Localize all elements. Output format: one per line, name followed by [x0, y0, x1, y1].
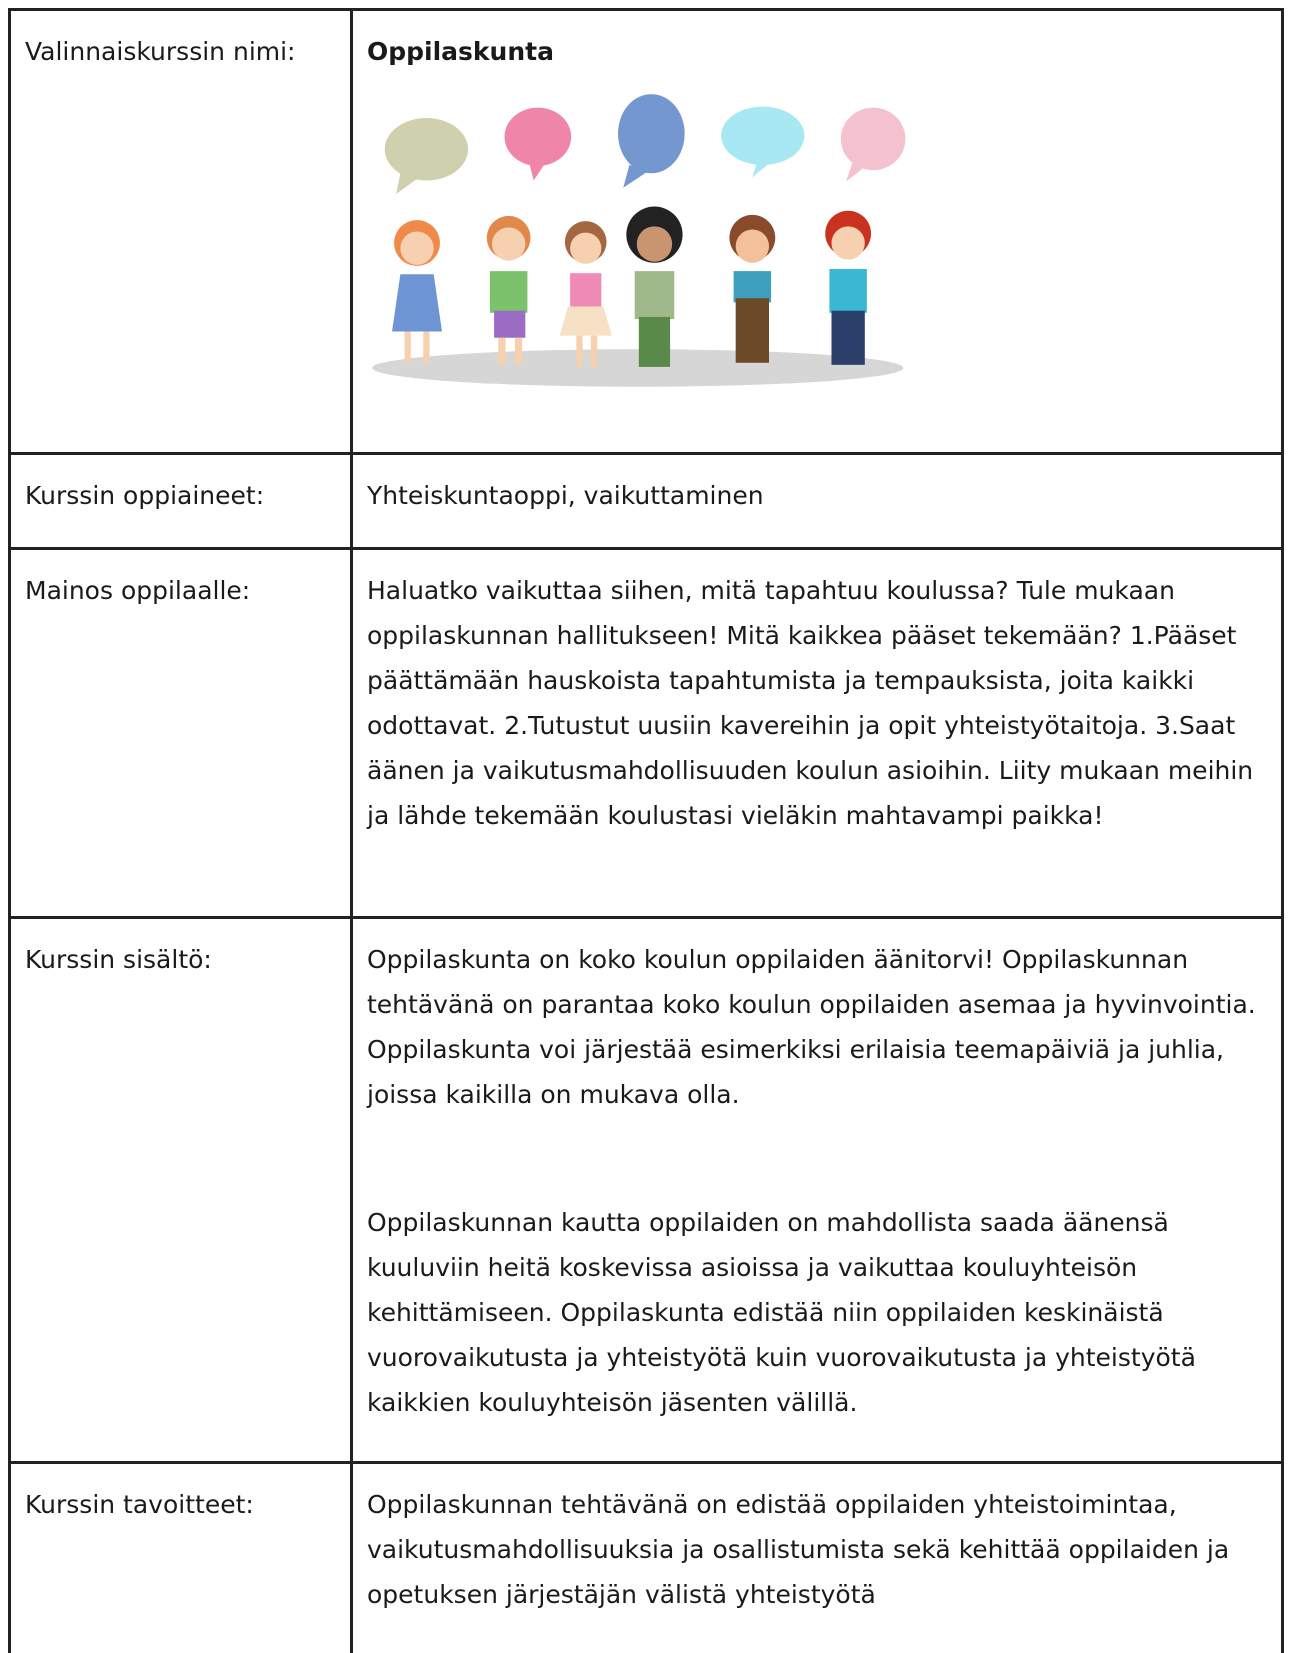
row: Mainos oppilaalle: Haluatko vaikuttaa si…	[8, 547, 1284, 919]
kid	[486, 215, 531, 365]
content-cell: Oppilaskunta	[350, 8, 1284, 455]
label-cell: Valinnaiskurssin nimi:	[8, 8, 353, 455]
row: Kurssin sisältö: Oppilaskunta on koko ko…	[8, 916, 1284, 1464]
label-cell: Kurssin oppiaineet:	[8, 452, 353, 550]
row: Kurssin tavoitteet: Oppilaskunnan tehtäv…	[8, 1461, 1284, 1653]
content-cell: Haluatko vaikuttaa siihen, mitä tapahtuu…	[350, 547, 1284, 919]
row: Kurssin oppiaineet: Yhteiskuntaoppi, vai…	[8, 452, 1284, 550]
content-cell: Yhteiskuntaoppi, vaikuttaminen	[350, 452, 1284, 550]
paragraph: Oppilaskunnan tehtävänä on edistää oppil…	[367, 1490, 1230, 1609]
illustration	[372, 94, 906, 387]
kid	[626, 206, 683, 367]
course-title: Oppilaskunta	[367, 37, 554, 66]
paragraph: Oppilaskunnan kautta oppilaiden on mahdo…	[367, 1208, 1196, 1417]
kid	[729, 214, 776, 363]
paragraph: Oppilaskunta on koko koulun oppilaiden ä…	[367, 945, 1256, 1109]
label-cell: Kurssin tavoitteet:	[8, 1461, 353, 1653]
kid	[825, 210, 872, 365]
paragraph: Yhteiskuntaoppi, vaikuttaminen	[367, 481, 764, 510]
label-cell: Mainos oppilaalle:	[8, 547, 353, 919]
label-cell: Kurssin sisältö:	[8, 916, 353, 1464]
content-cell: Oppilaskunta on koko koulun oppilaiden ä…	[350, 916, 1284, 1464]
kid	[559, 221, 612, 367]
kid	[392, 220, 443, 363]
paragraph: Haluatko vaikuttaa siihen, mitä tapahtuu…	[367, 576, 1254, 830]
row: Valinnaiskurssin nimi: Oppilaskunta	[8, 8, 1284, 455]
content-cell: Oppilaskunnan tehtävänä on edistää oppil…	[350, 1461, 1284, 1653]
course-table: Valinnaiskurssin nimi: Oppilaskunta Kurs…	[8, 8, 1284, 1653]
